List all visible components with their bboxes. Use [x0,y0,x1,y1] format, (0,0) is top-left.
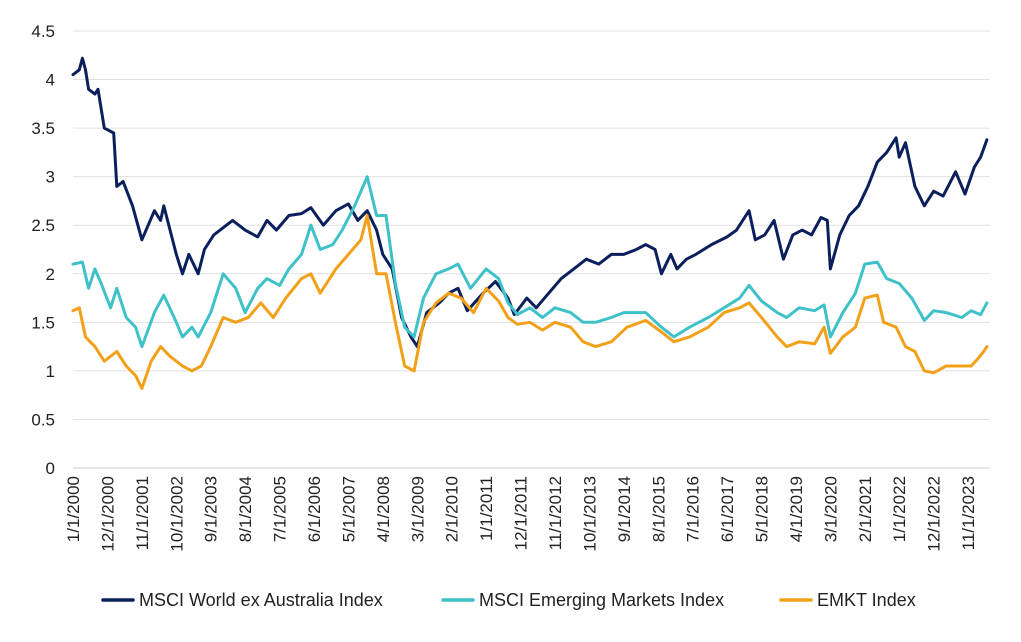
x-tick-label: 2/1/2021 [856,476,875,542]
legend-label: MSCI Emerging Markets Index [479,590,724,610]
x-tick-label: 12/1/2000 [98,476,117,552]
legend-item: MSCI World ex Australia Index [101,590,383,610]
x-tick-label: 9/1/2003 [202,476,221,542]
y-tick-label: 4.5 [31,22,55,41]
x-tick-label: 4/1/2019 [787,476,806,542]
y-axis-tick-labels: 0 0.5 1 1.5 2 2.5 3 3.5 4 4.5 [31,22,55,478]
x-tick-label: 11/1/2023 [959,476,978,550]
legend-item: EMKT Index [779,590,916,610]
x-tick-label: 2/1/2010 [443,476,462,542]
x-tick-label: 1/1/2011 [477,476,496,541]
x-tick-label: 11/1/2012 [546,476,565,550]
x-tick-label: 8/1/2015 [649,476,668,542]
y-tick-label: 4 [46,71,55,90]
y-tick-label: 3 [46,168,55,187]
series-lines [71,56,989,390]
x-tick-label: 3/1/2020 [821,476,840,542]
x-axis-tick-labels: 1/1/2000 12/1/2000 11/1/2001 10/1/2002 9/1/2… [64,476,978,552]
x-tick-label: 12/1/2011 [512,476,531,550]
series-line-3 [71,214,989,390]
x-tick-label: 1/1/2022 [890,476,909,542]
x-tick-label: 10/1/2002 [167,476,186,552]
x-tick-label: 1/1/2000 [64,476,83,542]
x-tick-label: 6/1/2006 [305,476,324,542]
x-tick-label: 4/1/2008 [374,476,393,542]
legend-label: MSCI World ex Australia Index [139,590,383,610]
gridlines [73,30,990,469]
x-tick-label: 7/1/2005 [271,476,290,542]
x-tick-label: 11/1/2001 [133,476,152,550]
x-tick-label: 7/1/2016 [684,476,703,542]
legend-item: MSCI Emerging Markets Index [441,590,724,610]
legend: MSCI World ex Australia Index MSCI Emergi… [101,590,916,610]
x-tick-label: 8/1/2004 [236,476,255,542]
y-tick-label: 2 [46,265,55,284]
series-line-2 [71,175,989,349]
x-tick-label: 3/1/2009 [408,476,427,542]
x-tick-label: 6/1/2017 [718,476,737,542]
x-tick-label: 9/1/2014 [615,476,634,542]
y-tick-label: 0 [46,459,55,478]
x-tick-label: 5/1/2007 [339,476,358,542]
y-tick-label: 1 [46,362,55,381]
y-tick-label: 3.5 [31,119,55,138]
y-tick-label: 2.5 [31,216,55,235]
y-tick-label: 1.5 [31,313,55,332]
x-tick-label: 5/1/2018 [753,476,772,542]
y-tick-label: 0.5 [31,410,55,429]
x-tick-label: 10/1/2013 [580,476,599,552]
legend-label: EMKT Index [817,590,916,610]
x-tick-label: 12/1/2022 [925,476,944,552]
